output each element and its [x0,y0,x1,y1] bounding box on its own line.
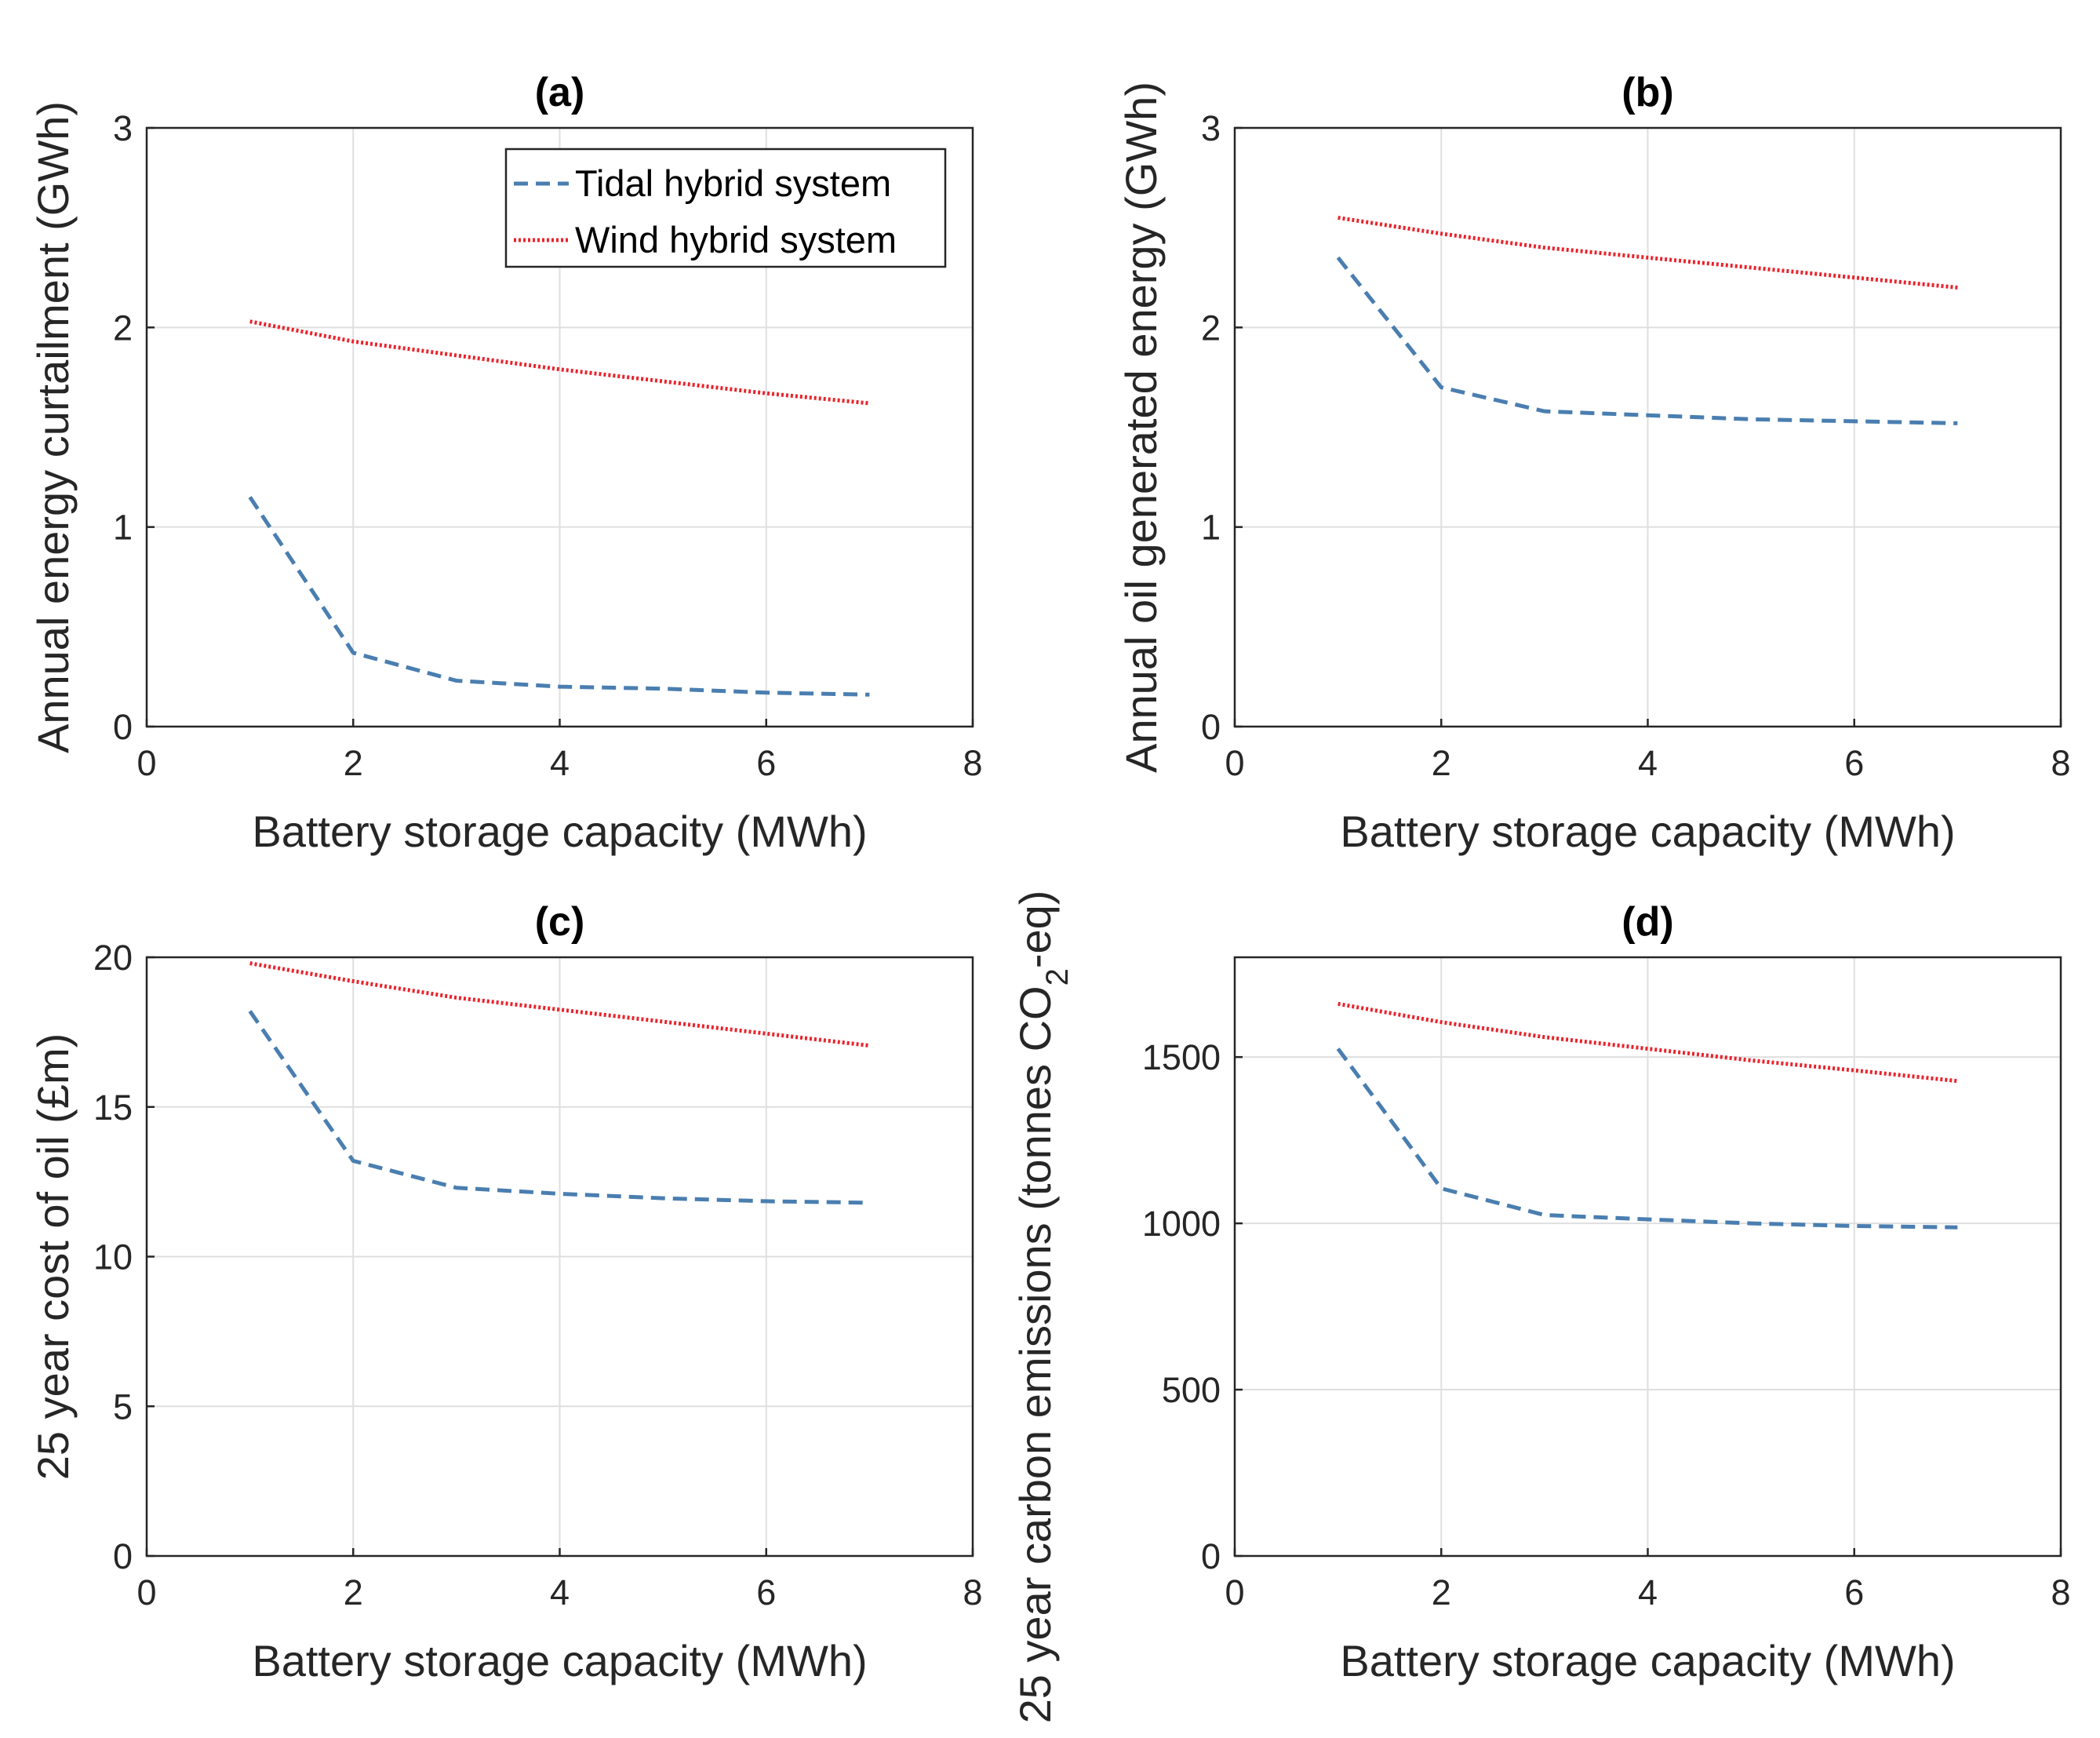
y-tick-label: 3 [113,108,133,148]
y-tick-label: 2 [1201,308,1221,348]
x-tick-label: 6 [1844,743,1864,783]
x-tick-label: 2 [344,743,363,783]
y-axis-label: Annual energy curtailment (GWh) [28,101,78,753]
y-tick-label: 10 [93,1237,133,1277]
x-tick-label: 4 [1638,1572,1658,1612]
x-tick-label: 4 [550,743,570,783]
x-tick-label: 2 [1432,743,1451,783]
y-tick-label: 3 [1201,108,1221,148]
y-tick-label: 0 [113,707,133,747]
x-tick-label: 8 [2051,743,2070,783]
y-tick-label: 1000 [1142,1204,1221,1244]
x-tick-label: 8 [963,743,982,783]
y-axis-label: Annual oil generated energy (GWh) [1116,82,1166,773]
x-axis-label: Battery storage capacity (MWh) [1340,807,1955,856]
y-tick-label: 5 [113,1386,133,1426]
y-tick-label: 500 [1162,1370,1221,1410]
panel-a: 0 2 4 6 8 0 1 2 3 (a) Battery storage capacity (MW… [28,70,983,856]
y-tick-label: 1500 [1142,1037,1221,1077]
x-tick-label: 2 [1432,1572,1451,1612]
y-tick-label: 20 [93,938,133,978]
y-tick-label: 1 [113,508,133,548]
series-line-wind [249,319,870,406]
panel-title: (c) [535,899,585,945]
y-axis-label-subscript: 2 [1040,968,1075,986]
legend-box [504,148,947,268]
panel-title: (d) [1621,899,1673,945]
x-tick-label: 4 [550,1572,570,1612]
x-tick-label: 8 [2051,1572,2070,1612]
y-tick-label: 0 [1201,707,1221,747]
legend-label-tidal: Tidal hybrid system [575,162,891,204]
y-tick-label: 15 [93,1088,133,1128]
y-axis-label: 25 year carbon emissions (tonnes CO2-eq) [1010,891,1075,1724]
x-axis-label: Battery storage capacity (MWh) [252,1636,867,1685]
y-tick-label: 0 [113,1536,133,1576]
series-line-tidal [1336,256,1958,425]
y-tick-label: 2 [113,308,133,348]
x-axis-label: Battery storage capacity (MWh) [1340,1636,1955,1685]
x-tick-label: 8 [963,1572,982,1612]
x-tick-label: 0 [1225,743,1244,783]
panel-b: 0 2 4 6 8 0 1 2 3 (b) Battery storage capacity (MW… [1116,70,2071,856]
panel-title: (a) [535,70,585,115]
x-tick-label: 6 [1844,1572,1864,1612]
x-tick-label: 0 [136,743,156,783]
series-line-wind [1338,215,1958,290]
y-axis-label-suffix: -eq) [1010,891,1060,969]
legend-label-wind: Wind hybrid system [575,219,897,261]
series-line-wind [1338,1001,1958,1084]
panel-d: 0 2 4 6 8 0 500 1000 1500 (d) Battery storage capa… [1010,891,2071,1724]
x-axis-label: Battery storage capacity (MWh) [252,807,867,856]
series-line-wind [249,961,870,1048]
x-tick-label: 0 [1225,1572,1244,1612]
series-line-tidal [248,496,870,697]
y-tick-label: 1 [1201,508,1221,548]
legend: Tidal hybrid system Wind hybrid system [504,148,947,268]
x-tick-label: 4 [1638,743,1658,783]
y-axis-label-main: 25 year carbon emissions (tonnes CO [1010,986,1060,1723]
x-tick-label: 2 [344,1572,363,1612]
x-tick-label: 6 [756,743,776,783]
series-line-tidal [248,1010,870,1205]
series-line-tidal [1336,1048,1958,1230]
panel-title: (b) [1621,70,1673,115]
y-tick-label: 0 [1201,1536,1221,1576]
x-tick-label: 0 [136,1572,156,1612]
panel-c: 0 2 4 6 8 0 5 10 15 20 (c) Battery storage capacity… [28,899,983,1685]
x-tick-label: 6 [756,1572,776,1612]
y-axis-label: 25 year cost of oil (£m) [28,1033,78,1481]
